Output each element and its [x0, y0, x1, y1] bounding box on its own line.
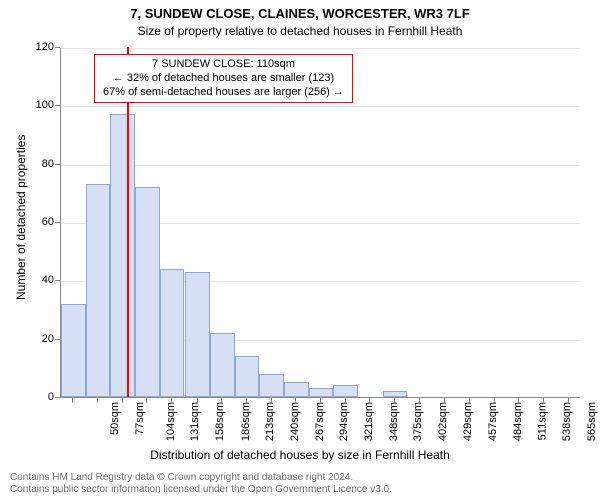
- info-box-line: 7 SUNDEW CLOSE: 110sqm: [103, 58, 344, 72]
- x-tick-mark: [369, 398, 371, 403]
- histogram-bar: [259, 374, 284, 397]
- footer-line: Contains public sector information licen…: [10, 484, 600, 496]
- chart-title: 7, SUNDEW CLOSE, CLAINES, WORCESTER, WR3…: [0, 6, 600, 21]
- x-tick-mark: [320, 398, 322, 403]
- histogram-bar: [235, 356, 260, 397]
- y-tick-label: 60: [14, 216, 54, 228]
- x-tick-label: 240sqm: [289, 402, 301, 441]
- x-tick-label: 158sqm: [214, 402, 226, 441]
- x-tick-mark: [146, 398, 148, 403]
- x-tick-label: 511sqm: [536, 402, 548, 440]
- x-tick-mark: [568, 398, 570, 403]
- x-tick-mark: [171, 398, 173, 403]
- histogram-bar: [383, 391, 408, 397]
- histogram-bar: [309, 388, 334, 397]
- x-tick-mark: [97, 398, 99, 403]
- y-tick-label: 120: [14, 41, 54, 53]
- x-tick-mark: [72, 398, 74, 403]
- x-tick-mark: [271, 398, 273, 403]
- y-tick-label: 80: [14, 158, 54, 170]
- x-tick-mark: [246, 398, 248, 403]
- x-tick-mark: [444, 398, 446, 403]
- histogram-bar: [210, 333, 235, 397]
- histogram-bar: [135, 187, 160, 397]
- chart-container: 7, SUNDEW CLOSE, CLAINES, WORCESTER, WR3…: [0, 0, 600, 500]
- x-tick-mark: [221, 398, 223, 403]
- x-tick-label: 77sqm: [134, 402, 146, 435]
- histogram-bar: [333, 385, 358, 397]
- info-box-line: 67% of semi-detached houses are larger (…: [103, 86, 344, 100]
- info-box-line: ← 32% of detached houses are smaller (12…: [103, 72, 344, 86]
- x-tick-label: 457sqm: [487, 402, 499, 441]
- x-tick-mark: [494, 398, 496, 403]
- histogram-bar: [86, 184, 111, 397]
- x-tick-mark: [469, 398, 471, 403]
- histogram-bar: [284, 382, 309, 397]
- footer-attribution: Contains HM Land Registry data © Crown c…: [0, 472, 600, 496]
- footer-line: Contains HM Land Registry data © Crown c…: [10, 472, 600, 484]
- x-tick-label: 429sqm: [462, 402, 474, 441]
- x-tick-mark: [543, 398, 545, 403]
- x-tick-label: 321sqm: [363, 402, 375, 441]
- histogram-bar: [61, 304, 86, 397]
- x-tick-label: 104sqm: [165, 402, 177, 441]
- info-box: 7 SUNDEW CLOSE: 110sqm← 32% of detached …: [94, 54, 353, 103]
- grid-line: [61, 106, 580, 107]
- x-tick-label: 375sqm: [412, 402, 424, 441]
- histogram-bar: [110, 114, 135, 397]
- x-axis-label: Distribution of detached houses by size …: [0, 448, 600, 462]
- x-tick-label: 484sqm: [512, 402, 524, 441]
- x-tick-mark: [518, 398, 520, 403]
- histogram-bar: [160, 269, 185, 397]
- chart-subtitle: Size of property relative to detached ho…: [0, 24, 600, 38]
- y-tick-label: 40: [14, 274, 54, 286]
- y-tick-label: 100: [14, 99, 54, 111]
- x-tick-label: 186sqm: [240, 402, 252, 441]
- x-tick-label: 131sqm: [190, 402, 202, 441]
- x-tick-mark: [394, 398, 396, 403]
- grid-line: [61, 48, 580, 49]
- histogram-bar: [185, 272, 210, 397]
- x-tick-label: 50sqm: [109, 402, 121, 435]
- x-tick-mark: [295, 398, 297, 403]
- x-tick-label: 213sqm: [264, 402, 276, 441]
- x-tick-mark: [345, 398, 347, 403]
- x-tick-label: 348sqm: [388, 402, 400, 441]
- x-tick-label: 402sqm: [437, 402, 449, 441]
- x-tick-mark: [197, 398, 199, 403]
- x-tick-mark: [419, 398, 421, 403]
- x-tick-label: 565sqm: [586, 402, 598, 441]
- y-tick-label: 0: [14, 391, 54, 403]
- x-tick-label: 538sqm: [561, 402, 573, 441]
- grid-line: [61, 165, 580, 166]
- y-tick-label: 20: [14, 333, 54, 345]
- x-tick-label: 267sqm: [314, 402, 326, 441]
- x-tick-mark: [122, 398, 124, 403]
- x-tick-label: 294sqm: [338, 402, 350, 441]
